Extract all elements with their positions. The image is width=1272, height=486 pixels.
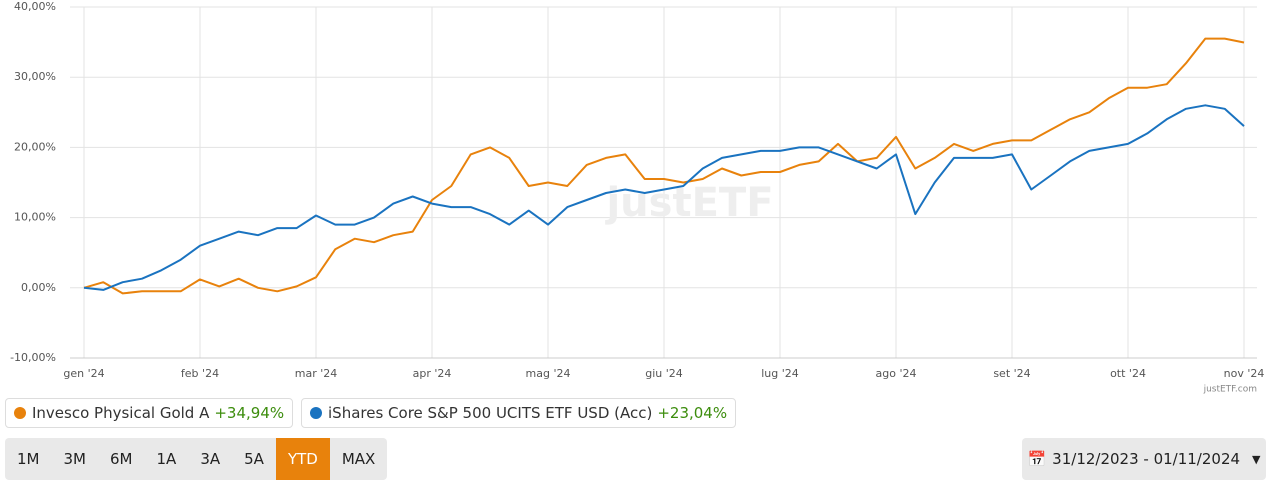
y-tick-label: 20,00% [14, 140, 56, 153]
legend-swatch [310, 407, 322, 419]
legend-item[interactable]: iShares Core S&P 500 UCITS ETF USD (Acc)… [301, 398, 737, 428]
x-tick-label: gen '24 [63, 367, 104, 380]
period-selector: 1M 3M 6M 1A 3A 5A YTD MAX [5, 438, 388, 480]
x-tick-label: set '24 [993, 367, 1030, 380]
legend-change: +34,94% [214, 404, 285, 422]
legend-change: +23,04% [657, 404, 728, 422]
y-tick-label: 40,00% [14, 0, 56, 13]
x-tick-label: mag '24 [526, 367, 571, 380]
period-button[interactable]: 3A [200, 450, 221, 468]
chart: justETF justETF.com -10,00% 0,00% 10,00% 20… [10, 0, 1265, 395]
x-tick-label: giu '24 [645, 367, 683, 380]
period-button[interactable]: 1A [156, 450, 177, 468]
legend-label: Invesco Physical Gold A [32, 404, 210, 422]
legend-item[interactable]: Invesco Physical Gold A +34,94% [5, 398, 294, 428]
period-button[interactable]: 6M [110, 450, 133, 468]
period-button[interactable]: 1M [17, 450, 40, 468]
grid [70, 6, 1257, 359]
date-range-text: 31/12/2023 - 01/11/2024 [1052, 450, 1241, 468]
watermark: justETF [604, 180, 773, 226]
calendar-icon: 📅 [1027, 450, 1047, 468]
period-button[interactable]: 5A [244, 450, 264, 468]
legend-label: iShares Core S&P 500 UCITS ETF USD (Acc) [328, 404, 653, 422]
y-tick-label: -10,00% [10, 351, 56, 364]
credit: justETF.com [1203, 385, 1257, 395]
date-range[interactable]: 📅 31/12/2023 - 01/11/2024 ▼ [1022, 438, 1266, 480]
series-line [83, 37, 1245, 295]
period-button[interactable]: MAX [341, 450, 376, 468]
legend-swatch [14, 407, 26, 419]
x-tick-label: mar '24 [295, 367, 338, 380]
x-tick-label: apr '24 [413, 367, 452, 380]
x-tick-label: ago '24 [876, 367, 917, 380]
y-tick-label: 30,00% [14, 70, 56, 83]
x-tick-label: ott '24 [1110, 367, 1146, 380]
dropdown-icon: ▼ [1252, 452, 1261, 466]
period-button[interactable]: 3M [63, 450, 87, 468]
x-tick-label: feb '24 [181, 367, 219, 380]
x-tick-label: lug '24 [761, 367, 799, 380]
series-line [83, 104, 1245, 291]
period-button[interactable]: YTD [275, 438, 330, 480]
x-tick-label: nov '24 [1224, 367, 1265, 380]
y-tick-label: 10,00% [14, 211, 56, 224]
y-tick-label: 0,00% [21, 281, 56, 294]
